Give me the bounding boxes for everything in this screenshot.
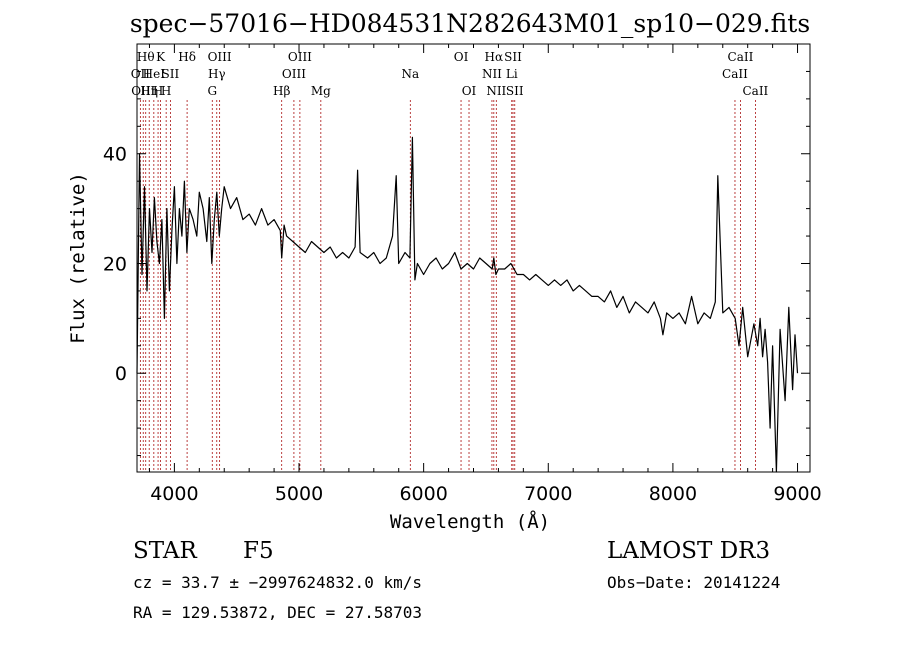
subclass: F5 <box>243 538 274 564</box>
spectral-line-label: Hθ <box>137 50 155 64</box>
spectral-line-label: Li <box>506 67 518 81</box>
axis-ticks: 4000 5000 6000 7000 8000 9000 0 20 40 <box>103 44 822 505</box>
survey-name: LAMOST DR3 <box>607 538 771 564</box>
spectral-line-label: Hη <box>140 84 158 98</box>
y-axis-label: Flux (relative) <box>67 172 89 344</box>
spectral-line-label: OII <box>131 67 151 81</box>
chart-title: spec−57016−HD084531N282643M01_sp10−029.f… <box>130 9 810 38</box>
spectral-line-label: H <box>161 84 171 98</box>
spectral-line-label: Mg <box>311 84 331 98</box>
spectral-line-label: OI <box>462 84 477 98</box>
spectral-line-label: Hγ <box>208 67 226 81</box>
spectral-line-label: Hα <box>485 50 504 64</box>
spectral-line-label: SII <box>506 84 524 98</box>
spectral-line-markers: OIIOIIIHθHηHeIΗKHSIIHδGHγOIIIHβOIIIOIIIM… <box>131 50 769 472</box>
spectral-line-label: OIII <box>282 67 306 81</box>
y-tick-label: 20 <box>103 253 127 275</box>
spectral-line-label: SII <box>162 67 180 81</box>
x-tick-label: 9000 <box>773 483 821 505</box>
spectral-line-label: Hδ <box>178 50 196 64</box>
x-tick-label: 6000 <box>399 483 447 505</box>
spectral-line-label: Hβ <box>273 84 290 98</box>
flux-line <box>136 136 799 473</box>
x-tick-label: 4000 <box>150 483 198 505</box>
observation-date: Obs−Date: 20141224 <box>607 573 781 592</box>
spectral-line-label: Η <box>153 84 163 98</box>
y-tick-label: 40 <box>103 144 127 166</box>
redshift-readout: cz = 33.7 ± −2997624832.0 km/s <box>133 573 422 592</box>
x-axis-label: Wavelength (Å) <box>390 510 550 533</box>
plot-frame <box>136 43 811 473</box>
spectral-line-label: CaII <box>742 84 768 98</box>
spectral-line-label: SII <box>504 50 522 64</box>
x-tick-label: 5000 <box>275 483 323 505</box>
spectral-line-label: OIII <box>208 50 232 64</box>
spectral-line-label: NII <box>482 67 502 81</box>
spectral-line-label: HeI <box>143 67 166 81</box>
object-class: STAR <box>133 538 197 564</box>
spectral-line-label: NII <box>486 84 506 98</box>
spectral-line-label: Na <box>401 67 419 81</box>
y-tick-label: 0 <box>115 363 127 385</box>
spectral-line-label: OIII <box>288 50 312 64</box>
spectral-line-label: CaII <box>728 50 754 64</box>
spectral-line-label: K <box>156 50 166 64</box>
x-tick-label: 7000 <box>524 483 572 505</box>
spectral-line-label: G <box>207 84 217 98</box>
coordinates: RA = 129.53872, DEC = 27.58703 <box>133 603 422 622</box>
spectrum-series <box>136 136 799 473</box>
spectral-line-label: CaII <box>722 67 748 81</box>
x-tick-label: 8000 <box>649 483 697 505</box>
spectral-line-label: OI <box>454 50 469 64</box>
